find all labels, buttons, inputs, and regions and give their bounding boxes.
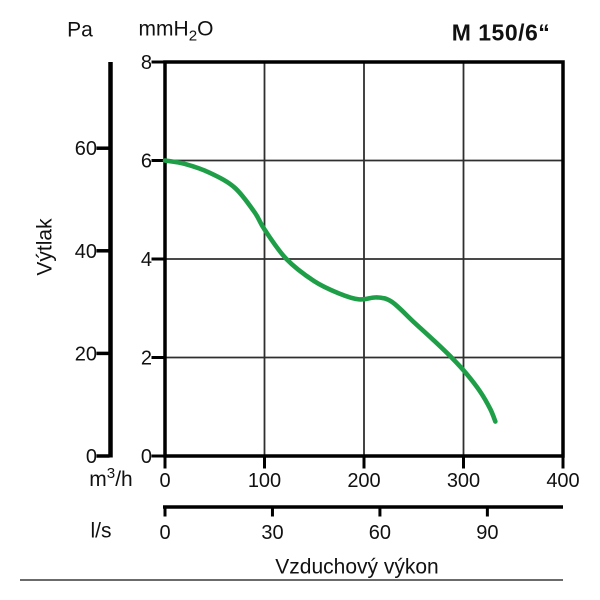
m3h-tick-label: 400 [546, 470, 579, 492]
m3h-unit-label: m3/h [89, 466, 132, 490]
pa-tick-label: 60 [75, 138, 97, 160]
pa-tick-label: 40 [75, 241, 97, 263]
m3h-unit-sup: 3 [106, 465, 116, 482]
m3h-unit-post: /h [115, 468, 133, 491]
m3h-tick-label: 100 [248, 470, 281, 492]
ls-tick-label: 0 [159, 522, 170, 544]
mmh2o-unit-post: O [197, 17, 214, 41]
pa-tick-label: 0 [86, 446, 97, 468]
pa-unit-label: Pa [67, 18, 93, 42]
m3h-tick-label: 300 [447, 470, 480, 492]
y-axis-title: Výtlak [33, 218, 57, 276]
mmh2o-unit-label: mmH2O [139, 18, 214, 43]
ls-tick-label: 60 [369, 522, 391, 544]
mmh2o-tick-label: 4 [141, 249, 152, 271]
mmh2o-tick-label: 2 [141, 348, 152, 370]
m3h-tick-label: 200 [347, 470, 380, 492]
m3h-unit-pre: m [89, 468, 107, 491]
mmh2o-tick-label: 8 [141, 52, 152, 74]
mmh2o-tick-label: 6 [141, 151, 152, 173]
plot-border [163, 60, 565, 458]
model-title: M 150/6“ [451, 19, 551, 46]
x-axis-title: Vzduchový výkon [275, 555, 439, 579]
mmh2o-unit-pre: mmH [138, 17, 189, 41]
mmh2o-tick-label: 0 [141, 446, 152, 468]
ls-unit-label: l/s [90, 519, 112, 543]
m3h-tick-label: 0 [159, 470, 170, 492]
mmh2o-unit-sub: 2 [188, 27, 198, 45]
pa-tick-label: 20 [75, 343, 97, 365]
ls-tick-label: 90 [476, 522, 498, 544]
ls-tick-label: 30 [261, 522, 283, 544]
performance-curve [162, 158, 498, 424]
